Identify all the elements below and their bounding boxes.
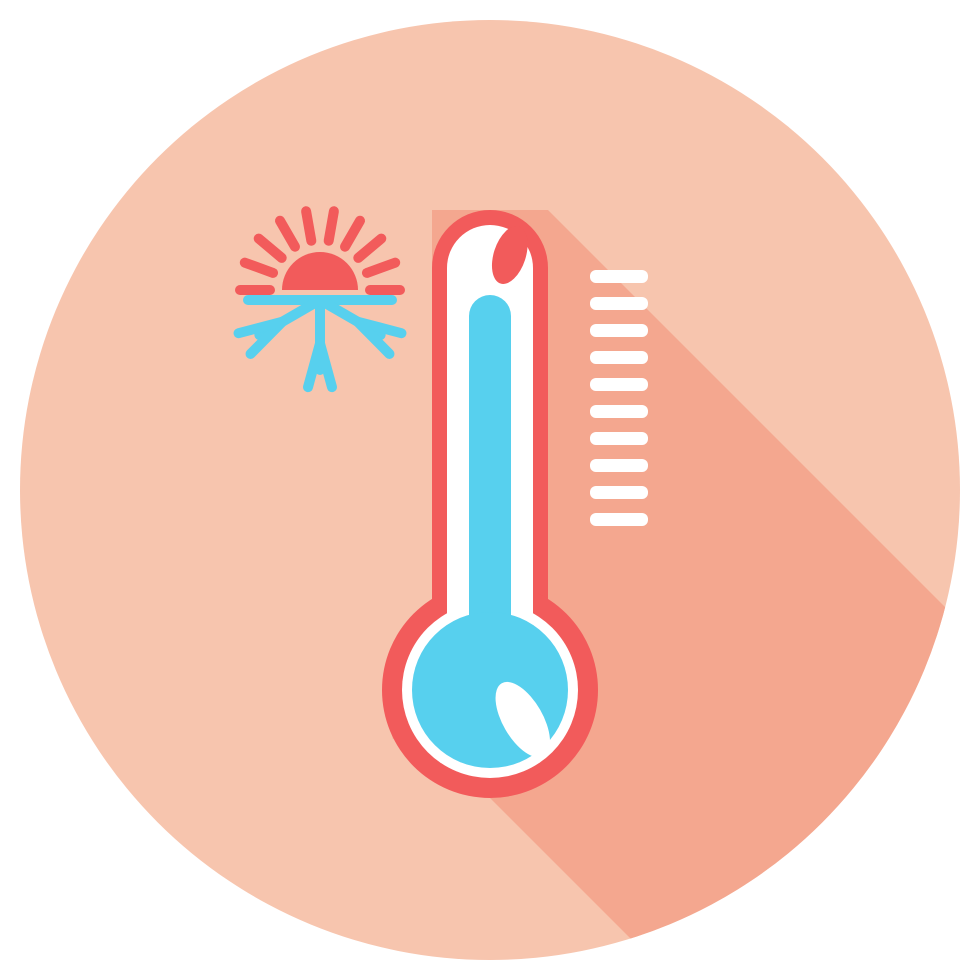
- scale-tick: [590, 513, 648, 526]
- scale-tick: [590, 486, 648, 499]
- scale-tick: [590, 459, 648, 472]
- scale-tick: [590, 324, 648, 337]
- scale-tick: [590, 270, 648, 283]
- scale-tick: [590, 297, 648, 310]
- scale-tick: [590, 405, 648, 418]
- sun-ray: [306, 211, 311, 241]
- scale-tick: [590, 378, 648, 391]
- sun-ray: [329, 211, 334, 241]
- thermometer-infographic: [0, 0, 980, 980]
- scale-tick: [590, 432, 648, 445]
- scale-tick: [590, 351, 648, 364]
